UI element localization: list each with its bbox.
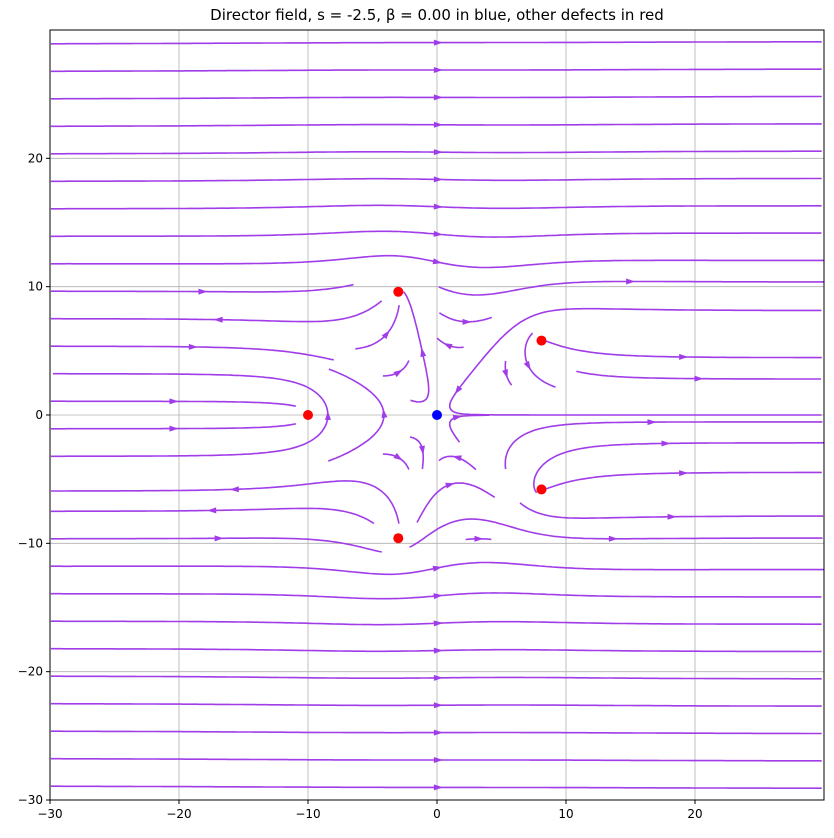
streamline bbox=[416, 482, 496, 523]
stream-arrow bbox=[214, 535, 224, 542]
stream-arrow bbox=[452, 455, 462, 462]
stream-arrow bbox=[433, 620, 443, 627]
main-defect-point bbox=[432, 410, 442, 420]
streamline bbox=[545, 471, 822, 490]
stream-arrow bbox=[433, 203, 443, 210]
stream-arrow bbox=[679, 470, 689, 477]
stream-arrow bbox=[432, 258, 443, 265]
y-tick-label: −10 bbox=[18, 536, 43, 550]
defect-point bbox=[393, 533, 404, 544]
stream-arrow bbox=[229, 486, 239, 493]
stream-arrow bbox=[502, 369, 508, 379]
stream-arrow bbox=[433, 674, 443, 681]
stream-arrow bbox=[647, 419, 657, 426]
stream-arrow bbox=[452, 414, 463, 421]
stream-arrow bbox=[679, 353, 689, 360]
stream-arrow bbox=[169, 425, 179, 432]
streamline bbox=[402, 291, 430, 403]
streamline bbox=[50, 300, 383, 323]
streamline bbox=[545, 340, 822, 359]
stream-arrow bbox=[433, 757, 443, 764]
x-tick-label: 0 bbox=[433, 807, 441, 821]
stream-arrow bbox=[433, 121, 443, 128]
stream-arrow bbox=[433, 230, 443, 237]
stream-arrow bbox=[433, 66, 443, 73]
stream-arrow bbox=[474, 535, 484, 542]
streamline bbox=[532, 442, 824, 494]
stream-arrows bbox=[169, 39, 704, 791]
streamline bbox=[355, 304, 400, 350]
defect-point bbox=[536, 484, 547, 495]
stream-arrow bbox=[432, 565, 443, 572]
stream-arrow bbox=[433, 149, 443, 156]
stream-arrow bbox=[433, 94, 443, 101]
stream-arrow bbox=[626, 278, 636, 285]
stream-arrow bbox=[433, 593, 443, 600]
stream-arrow bbox=[433, 729, 443, 736]
streamline bbox=[51, 480, 400, 524]
stream-arrow bbox=[523, 360, 531, 371]
defect-markers bbox=[303, 286, 547, 544]
x-tick-label: −10 bbox=[295, 807, 320, 821]
x-tick-label: −20 bbox=[166, 807, 191, 821]
stream-arrow bbox=[325, 410, 332, 421]
stream-arrow bbox=[418, 445, 425, 455]
y-tick-label: 20 bbox=[28, 151, 43, 165]
defect-point bbox=[536, 335, 547, 346]
stream-arrow bbox=[393, 369, 403, 378]
stream-arrow bbox=[198, 288, 208, 295]
stream-arrow bbox=[454, 385, 463, 395]
streamline bbox=[409, 436, 424, 470]
stream-arrow bbox=[667, 513, 677, 520]
stream-arrow bbox=[381, 330, 390, 340]
stream-arrow bbox=[433, 176, 443, 183]
chart-title: Director field, s = -2.5, β = 0.00 in bl… bbox=[210, 6, 664, 24]
x-tick-label: 10 bbox=[558, 807, 573, 821]
y-tick-label: −30 bbox=[18, 793, 43, 807]
stream-arrow bbox=[207, 507, 217, 514]
stream-arrow bbox=[694, 375, 704, 382]
stream-arrow bbox=[420, 347, 427, 358]
stream-arrow bbox=[443, 342, 453, 350]
y-tick-label: 10 bbox=[28, 280, 43, 294]
defect-point bbox=[303, 410, 313, 420]
stream-arrow bbox=[433, 647, 443, 654]
y-tick-label: 0 bbox=[35, 408, 43, 422]
stream-arrow bbox=[433, 784, 443, 791]
stream-arrow bbox=[381, 408, 388, 419]
x-tick-label: 20 bbox=[687, 807, 702, 821]
y-tick-label: −20 bbox=[18, 665, 43, 679]
stream-arrow bbox=[433, 39, 443, 46]
stream-arrow bbox=[169, 398, 179, 405]
stream-arrow bbox=[661, 440, 671, 447]
axis-ticks: −30 −20 −10 0 10 20 −30 −20 −10 0 10 20 bbox=[18, 151, 703, 821]
stream-arrow bbox=[445, 482, 455, 489]
stream-arrow bbox=[462, 318, 472, 325]
stream-arrow bbox=[213, 316, 223, 323]
stream-arrow bbox=[433, 702, 443, 709]
streamline bbox=[438, 280, 824, 296]
stream-arrow bbox=[188, 343, 198, 350]
x-tick-label: −30 bbox=[37, 807, 62, 821]
defect-point bbox=[393, 286, 404, 297]
stream-arrow bbox=[608, 535, 618, 542]
stream-arrow bbox=[393, 452, 403, 461]
